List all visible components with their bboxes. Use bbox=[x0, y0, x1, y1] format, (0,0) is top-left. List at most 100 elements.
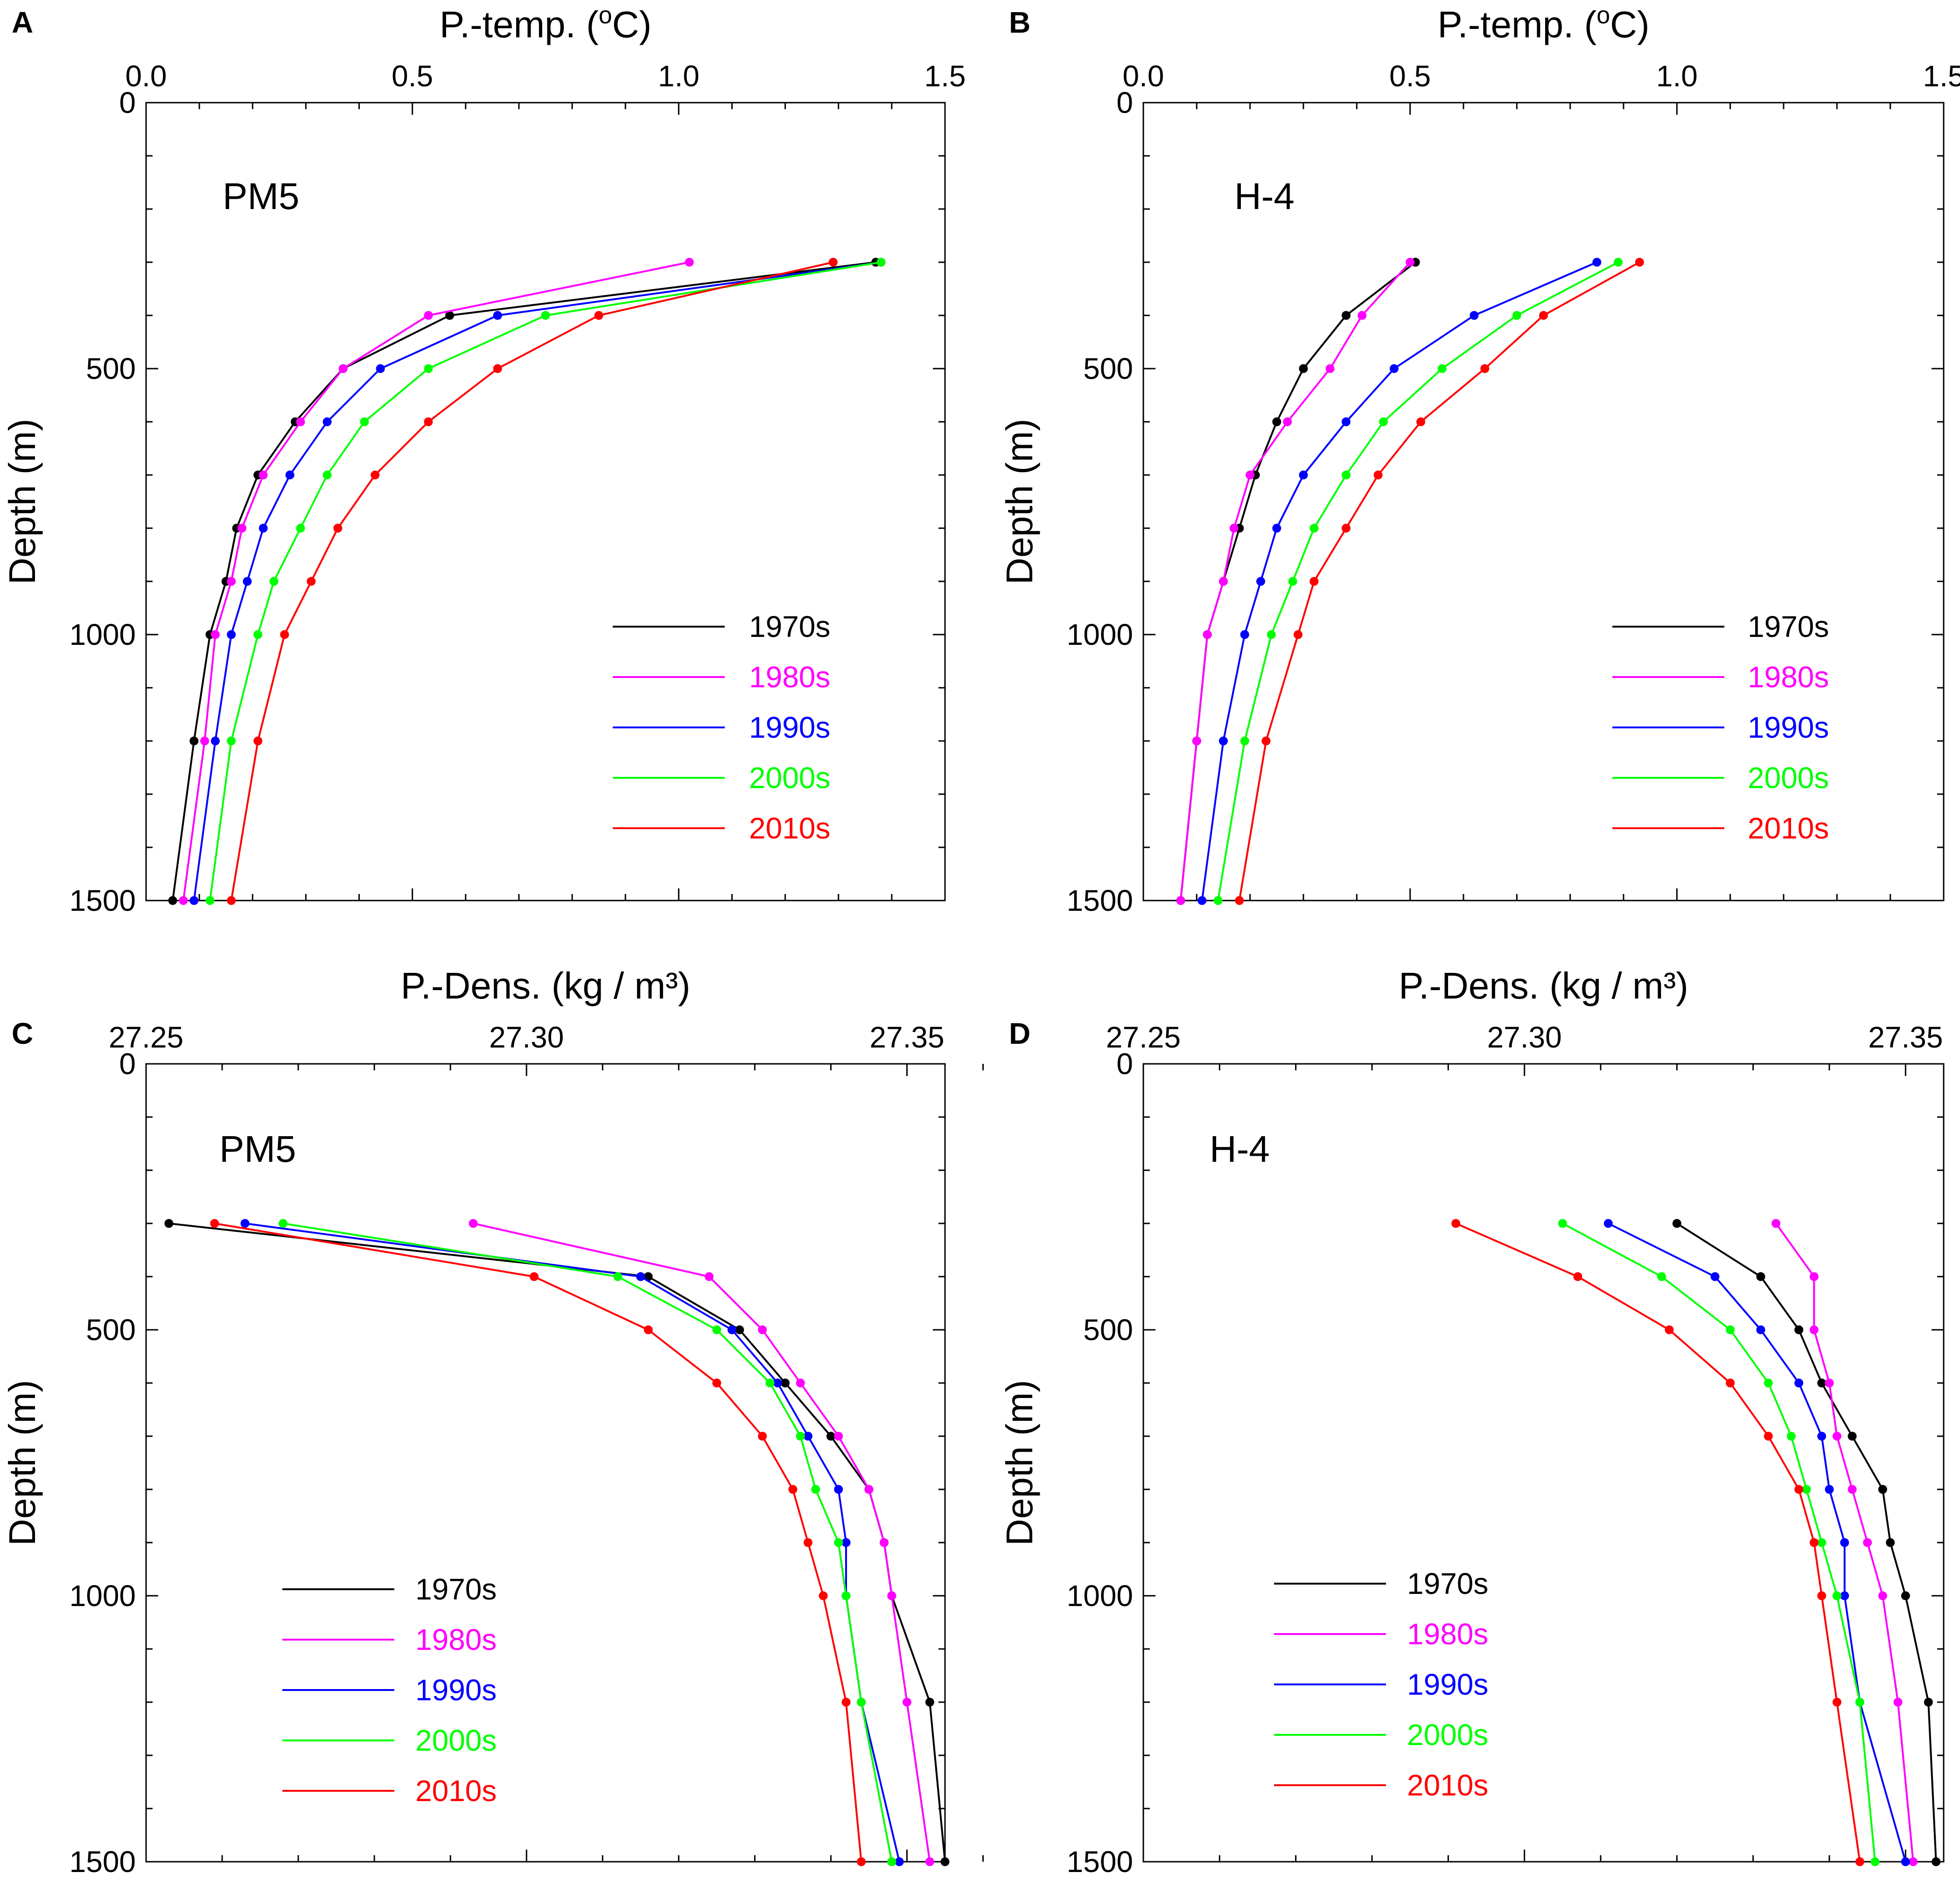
panel-a-series-1980s-point bbox=[200, 736, 210, 746]
panel-d-series-1990s-point bbox=[1840, 1538, 1849, 1547]
panel-b-series-2010s-point bbox=[1635, 258, 1644, 267]
panel-a-series-2000s-line bbox=[209, 261, 882, 901]
panel-c-legend-label: 1990s bbox=[415, 1673, 497, 1707]
panel-a-station-label: PM5 bbox=[223, 175, 300, 217]
panel-a-series-1980s-point bbox=[179, 896, 188, 905]
panel-b-series-2000s-point bbox=[1213, 896, 1223, 905]
panel-c-ytick-label: 1000 bbox=[70, 1579, 136, 1613]
panel-c-series-1980s-point bbox=[469, 1219, 478, 1228]
panel-d-series-2000s-point bbox=[1870, 1857, 1880, 1866]
panel-c-series-1970s-point bbox=[735, 1325, 744, 1334]
panel-a-legend-label: 1980s bbox=[749, 660, 830, 694]
panel-d-ytick-label: 1500 bbox=[1067, 1845, 1133, 1879]
panel-a-legend-label: 2010s bbox=[749, 811, 830, 845]
panel-b-series-1970s bbox=[1176, 258, 1420, 905]
panel-d-series-1990s-line bbox=[1608, 1222, 1907, 1862]
panel-a-series-1980s-point bbox=[424, 311, 433, 320]
panel-a-series-1980s-point bbox=[237, 524, 246, 533]
panel-d: D P.-Dens. (kg / m³) Depth (m) 27.25 27.30 27… bbox=[999, 965, 1945, 1879]
panel-a-series-2010s-point bbox=[253, 736, 263, 746]
panel-b-series-1970s-line bbox=[1180, 261, 1416, 901]
panel-c-series-2000s-point bbox=[811, 1485, 820, 1494]
panel-a-xtick-label: 0.0 bbox=[126, 59, 167, 93]
panel-a-series-2010s-point bbox=[227, 896, 236, 905]
panel-a-series-1990s-point bbox=[210, 736, 220, 746]
panel-c-ytick-label: 500 bbox=[86, 1313, 136, 1347]
panel-a-series-2000s-point bbox=[876, 258, 886, 267]
panel-c-xtick-label: 27.30 bbox=[489, 1020, 564, 1054]
panel-d-series-2000s-point bbox=[1786, 1432, 1796, 1441]
panel-d-series-1970s bbox=[1672, 1219, 1941, 1866]
panel-d-series-1980s-point bbox=[1832, 1432, 1841, 1441]
panel-b-legend-label: 1980s bbox=[1748, 660, 1829, 694]
panel-d-series-1970s-point bbox=[1794, 1325, 1804, 1334]
panel-c-legend-label: 2010s bbox=[415, 1774, 497, 1808]
panel-b-xtick-label: 0.5 bbox=[1389, 59, 1431, 93]
panel-c-series-1970s-line bbox=[168, 1222, 946, 1862]
panel-c-series-1990s-point bbox=[727, 1325, 736, 1334]
panel-d-series-2000s-point bbox=[1802, 1485, 1811, 1494]
panel-c-series-1990s-point bbox=[804, 1432, 813, 1441]
panel-d-series-2000s-point bbox=[1558, 1219, 1567, 1228]
panel-d-legend-label: 1980s bbox=[1407, 1617, 1488, 1651]
panel-b-series-1990s-point bbox=[1592, 258, 1602, 267]
panel-c-series-2010s-point bbox=[530, 1272, 539, 1281]
panel-c-series-2000s-point bbox=[857, 1697, 866, 1707]
panel-a-series-1990s-point bbox=[493, 311, 502, 320]
panel-a-series-2000s-point bbox=[360, 417, 369, 426]
panel-a-series-1980s-point bbox=[685, 258, 694, 267]
panel-b-series-2010s-point bbox=[1480, 364, 1490, 373]
panel-d-legend: 1970s 1980s 1990s 2000s 2010s bbox=[1274, 1567, 1488, 1802]
panel-c-series-1970s-point bbox=[940, 1857, 950, 1866]
panel-d-series-1970s-point bbox=[1901, 1591, 1910, 1600]
panel-d-xlabel: P.-Dens. (kg / m³) bbox=[1399, 965, 1688, 1006]
panel-c-series-1980s-point bbox=[705, 1272, 714, 1281]
panel-a-series-1990s-point bbox=[243, 577, 252, 586]
panel-b-series-1990s-point bbox=[1256, 577, 1266, 586]
panel-d-series-1980s-point bbox=[1848, 1485, 1857, 1494]
panel-c-series-2010s-point bbox=[712, 1378, 721, 1388]
panel-d-series-1970s-point bbox=[1932, 1857, 1941, 1866]
panel-d-series-1970s-point bbox=[1756, 1272, 1765, 1281]
panel-d-series-1990s bbox=[1603, 1219, 1910, 1866]
panel-a-series-1990s-point bbox=[189, 896, 199, 905]
panel-d-series-1990s-point bbox=[1901, 1857, 1910, 1866]
panel-d-station-label: H-4 bbox=[1210, 1128, 1270, 1170]
panel-a-series-1990s bbox=[189, 258, 886, 905]
panel-a-series-2000s-point bbox=[541, 311, 550, 320]
panel-d-series-1970s-point bbox=[1848, 1432, 1857, 1441]
panel-b-series-1980s-point bbox=[1203, 630, 1212, 639]
panel-c-series-2010s-line bbox=[214, 1222, 862, 1862]
panel-d-xtick-label: 27.25 bbox=[1106, 1020, 1181, 1054]
panel-b-letter: B bbox=[1009, 6, 1030, 39]
panel-d-legend-label: 1990s bbox=[1407, 1668, 1488, 1701]
panel-a-series-2000s-point bbox=[205, 896, 215, 905]
panel-b-series-2010s-point bbox=[1235, 896, 1244, 905]
panel-d-series-2000s-point bbox=[1855, 1697, 1864, 1707]
panel-d-series-2010s-point bbox=[1832, 1697, 1841, 1707]
panel-c-legend-label: 1980s bbox=[415, 1623, 497, 1656]
panel-c-legend-label: 1970s bbox=[415, 1572, 497, 1606]
panel-c-series-1970s-point bbox=[781, 1378, 790, 1388]
panel-b-series-2000s-point bbox=[1512, 311, 1521, 320]
panel-c-legend: 1970s 1980s 1990s 2000s 2010s bbox=[282, 1572, 497, 1808]
panel-b-legend: 1970s 1980s 1990s 2000s 2010s bbox=[1612, 610, 1829, 845]
panel-c-series-1980s-point bbox=[887, 1591, 896, 1600]
panel-c-series-2010s-point bbox=[644, 1325, 653, 1334]
panel-a-series-1990s-point bbox=[259, 524, 268, 533]
panel-c-series-1980s-point bbox=[925, 1857, 934, 1866]
panel-a-series-2010s-point bbox=[307, 577, 316, 586]
panel-a-series-1980s-point bbox=[296, 417, 305, 426]
panel-c: C P.-Dens. (kg / m³) Depth (m) 27.25 27.30 27… bbox=[1, 965, 984, 1879]
panel-d-series-1990s-point bbox=[1817, 1432, 1827, 1441]
panel-d-series-1980s bbox=[1771, 1219, 1918, 1866]
panel-c-series-1980s-point bbox=[902, 1697, 911, 1707]
panel-b-ylabel: Depth (m) bbox=[999, 419, 1040, 585]
panel-a-series-1980s-point bbox=[227, 577, 236, 586]
panel-d-ylabel: Depth (m) bbox=[999, 1380, 1040, 1546]
panel-a-series-1990s-point bbox=[285, 470, 294, 480]
panel-c-series-1980s-line bbox=[473, 1222, 931, 1862]
panel-b-series-2000s-point bbox=[1309, 524, 1319, 533]
panel-b-series-1980s bbox=[1176, 258, 1415, 905]
panel-b-series-1990s-point bbox=[1341, 417, 1351, 426]
